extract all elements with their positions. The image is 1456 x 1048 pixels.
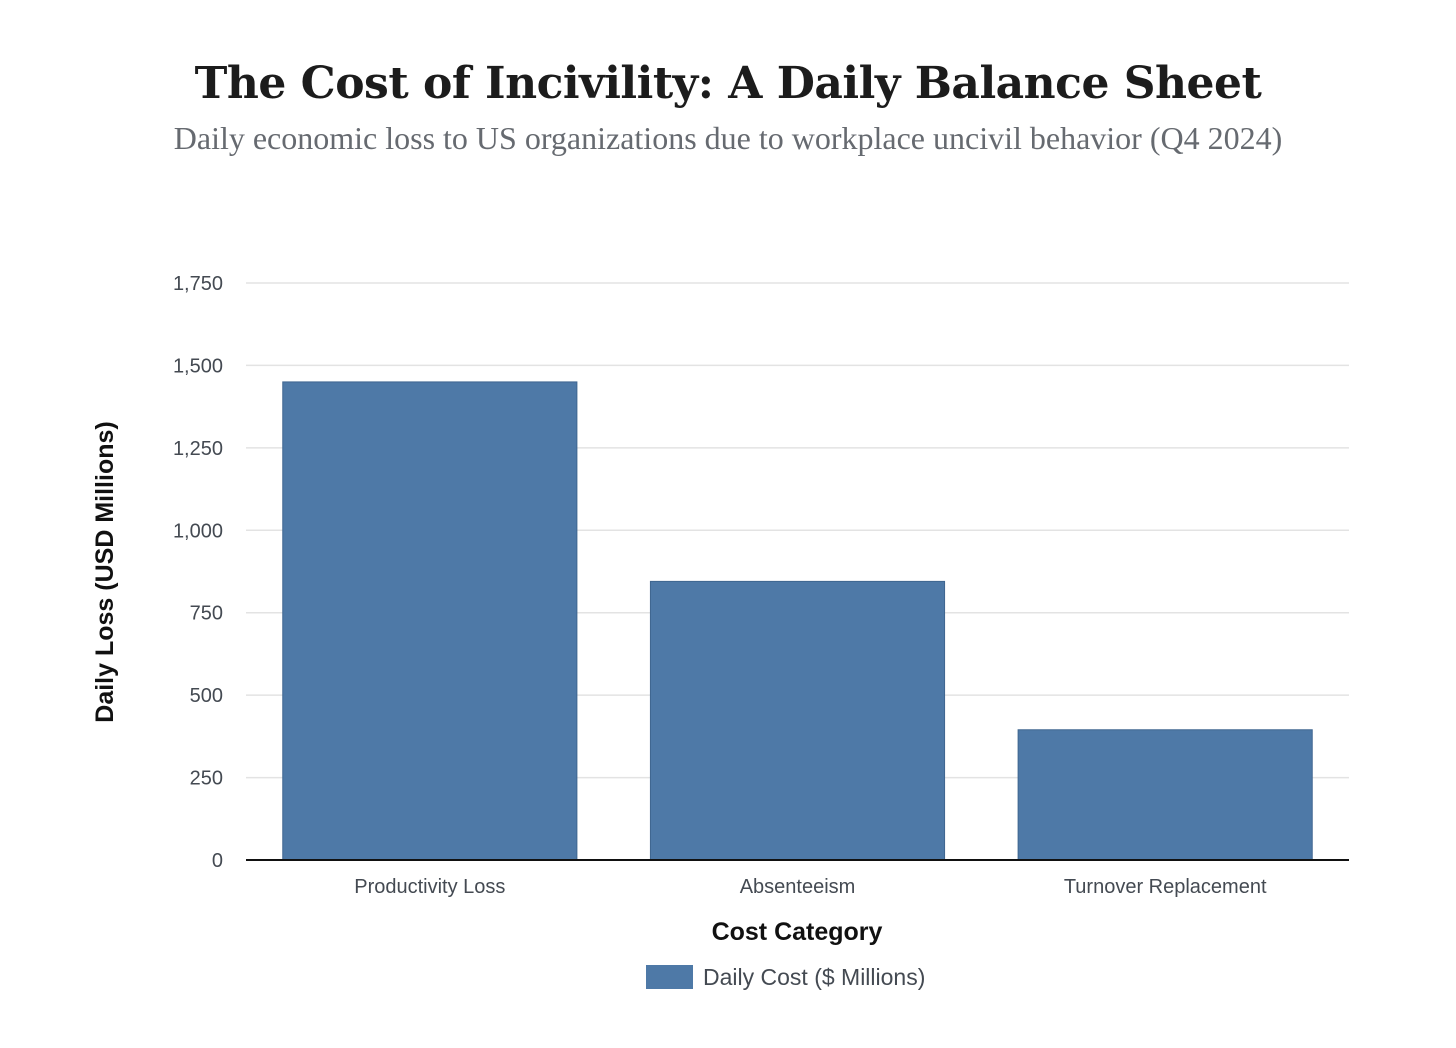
y-tick-label: 250 (190, 768, 223, 790)
bar (1017, 729, 1313, 861)
y-tick-label: 1,750 (173, 273, 223, 295)
chart-subtitle: Daily economic loss to US organizations … (173, 120, 1283, 156)
y-tick-labels: 0 250 500 750 1,000 1,250 1,500 1,750 (173, 273, 223, 872)
y-axis-title: Daily Loss (USD Millions) (91, 421, 119, 722)
bar (649, 580, 946, 861)
y-tick-label: 500 (190, 685, 223, 707)
y-tick-label: 1,250 (173, 438, 223, 460)
y-tick-label: 1,000 (173, 520, 223, 542)
bar (282, 381, 578, 861)
x-tick-label: Productivity Loss (354, 876, 505, 898)
bars (282, 381, 1313, 861)
x-tick-labels: Productivity Loss Absenteeism Turnover Rep… (354, 876, 1267, 898)
x-axis-title: Cost Category (712, 918, 883, 946)
y-tick-label: 1,500 (173, 355, 223, 377)
legend-swatch (646, 965, 693, 989)
legend: Daily Cost ($ Millions) (646, 964, 925, 990)
x-tick-label: Turnover Replacement (1064, 876, 1267, 898)
legend-label: Daily Cost ($ Millions) (703, 964, 925, 990)
y-tick-label: 0 (212, 850, 223, 872)
x-tick-label: Absenteeism (740, 876, 856, 898)
y-tick-label: 750 (190, 603, 223, 625)
chart-title: The Cost of Incivility: A Daily Balance … (194, 58, 1262, 109)
